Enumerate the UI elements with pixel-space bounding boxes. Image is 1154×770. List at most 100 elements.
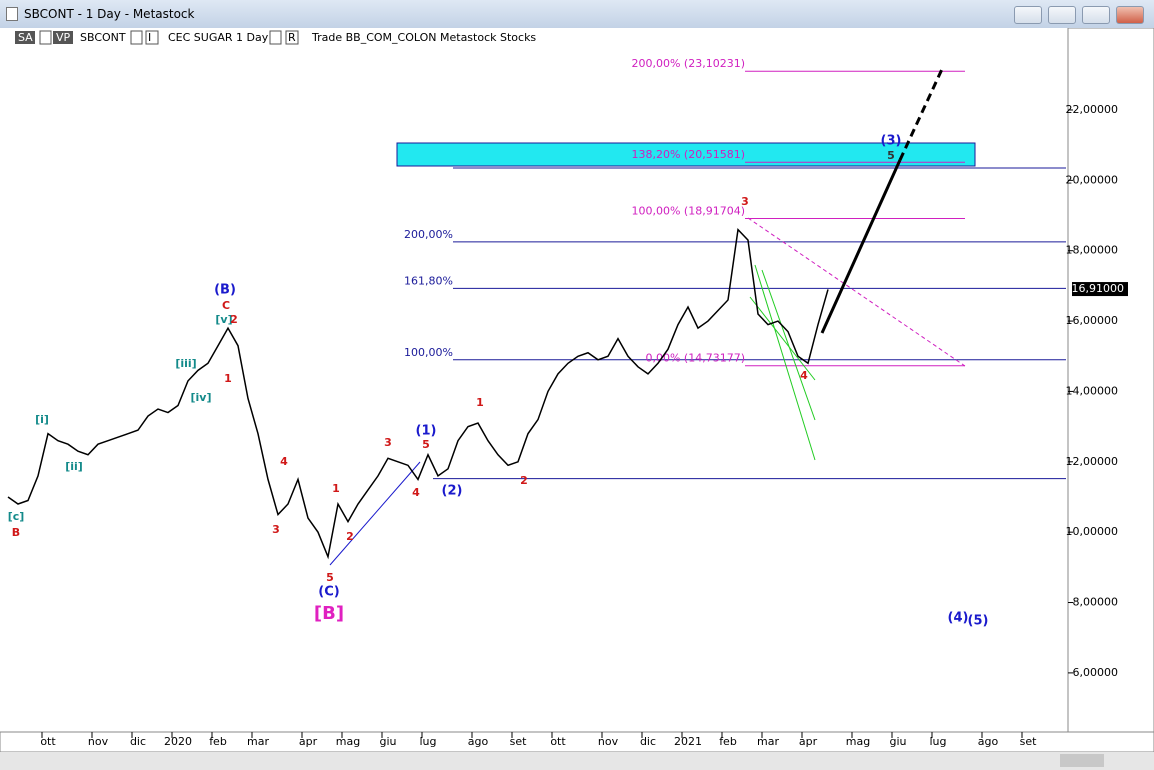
- y-tick-label: 18,00000: [1066, 244, 1119, 257]
- toolbar-button[interactable]: [53, 31, 73, 44]
- x-tick-label: dic: [130, 735, 146, 748]
- y-tick-label: 6,00000: [1073, 666, 1119, 679]
- toolbar-text: I: [148, 31, 151, 44]
- fib-projection-label: 100,00% (18,91704): [631, 204, 745, 217]
- fib-level-label: 161,80%: [404, 274, 453, 287]
- x-tick-label: ott: [40, 735, 56, 748]
- wave-label: (2): [442, 484, 463, 499]
- y-tick-label: 20,00000: [1066, 173, 1119, 186]
- target-zone: [396, 142, 976, 167]
- price-axis: [1067, 28, 1154, 733]
- wave-label: [iii]: [175, 357, 196, 370]
- x-tick-label: mar: [247, 735, 269, 748]
- maximize-button[interactable]: [1082, 6, 1110, 24]
- toolbar-button[interactable]: [15, 31, 35, 44]
- toolbar-dropdown[interactable]: [285, 30, 299, 45]
- x-tick-label: ago: [978, 735, 999, 748]
- wave-label: 5: [326, 571, 334, 584]
- x-tick-label: set: [1020, 735, 1037, 748]
- x-tick-label: nov: [598, 735, 619, 748]
- y-tick-label: 22,00000: [1066, 103, 1119, 116]
- x-tick-label: dic: [640, 735, 656, 748]
- x-tick-label: lug: [419, 735, 436, 748]
- x-tick-label: feb: [209, 735, 227, 748]
- dropdown-arrow[interactable]: [130, 30, 143, 45]
- wave-label: 4: [800, 369, 808, 382]
- x-tick-label: feb: [719, 735, 737, 748]
- wave-label: B: [12, 526, 20, 539]
- channel-line: [761, 269, 816, 421]
- close-button[interactable]: [1116, 6, 1144, 24]
- wave-label: [v]: [215, 313, 232, 326]
- projection-line: [820, 159, 902, 334]
- x-tick-label: giu: [889, 735, 906, 748]
- toolbar-dropdown[interactable]: [145, 30, 159, 45]
- wave-label: 2: [230, 313, 238, 326]
- wave-label: 1: [224, 372, 232, 385]
- wave-line: [329, 461, 421, 566]
- wave-label: (1): [416, 424, 437, 439]
- last-price-box: [1072, 282, 1128, 297]
- toolbar-text: R: [288, 31, 296, 44]
- fib-projection-label: 138,20% (20,51581): [631, 148, 745, 161]
- x-tick-label: apr: [299, 735, 318, 748]
- fib-level-label: 200,00%: [404, 228, 453, 241]
- chart-background: [0, 28, 1154, 770]
- toolbar-text: Trade BB_COM_COLON Metastock Stocks: [311, 31, 536, 44]
- chart: SA VP SBCONT I CEC SUGAR 1 Day R Trade BB_COM_…: [0, 28, 1154, 770]
- y-tick-label: 12,00000: [1066, 455, 1119, 468]
- window-icon: [6, 7, 18, 21]
- toolbar-text: SA: [18, 31, 33, 44]
- x-tick-label: 2021: [674, 735, 702, 748]
- fib-projection-label: 0,00% (14,73177): [645, 352, 745, 365]
- wave-label: [B]: [314, 603, 344, 624]
- x-tick-label: 2020: [164, 735, 192, 748]
- wave-label: 1: [332, 482, 340, 495]
- x-tick-label: mag: [336, 735, 360, 748]
- wave-label: 1: [476, 396, 484, 409]
- y-tick-label: 8,00000: [1073, 596, 1119, 609]
- trend-line: [747, 217, 966, 367]
- wave-label: [iv]: [191, 391, 212, 404]
- toolbar-text: SBCONT: [80, 31, 126, 44]
- wave-label: (3): [881, 134, 902, 149]
- scrollbar[interactable]: [0, 752, 1154, 770]
- wave-label: (5): [968, 614, 989, 629]
- fib-projection-label: 200,00% (23,10231): [631, 57, 745, 70]
- x-tick-label: lug: [929, 735, 946, 748]
- wave-label: 5: [422, 438, 430, 451]
- toolbar-text: VP: [56, 31, 71, 44]
- wave-label: (C): [318, 585, 339, 600]
- wave-label: 4: [412, 486, 420, 499]
- wave-label: 3: [384, 436, 392, 449]
- y-tick-label: 14,00000: [1066, 384, 1119, 397]
- x-tick-label: ago: [468, 735, 489, 748]
- wave-label: [ii]: [65, 460, 83, 473]
- wave-label: C: [222, 299, 230, 312]
- minimize-button[interactable]: [1048, 6, 1076, 24]
- title-bar: SBCONT - 1 Day - Metastock: [0, 0, 1154, 28]
- scroll-thumb[interactable]: [1060, 754, 1104, 767]
- wave-label: [c]: [8, 510, 25, 523]
- x-tick-label: giu: [379, 735, 396, 748]
- wave-label: (B): [214, 283, 236, 298]
- dropdown-arrow[interactable]: [269, 30, 282, 45]
- last-price-label: 16,91000: [1072, 282, 1125, 295]
- wave-label: 2: [346, 530, 354, 543]
- price-line: [7, 227, 829, 560]
- wave-label: (4): [948, 611, 969, 626]
- y-tick-label: 10,00000: [1066, 525, 1119, 538]
- restore-button[interactable]: [1014, 6, 1042, 24]
- wave-label: 2: [520, 474, 528, 487]
- dropdown-arrow[interactable]: [39, 30, 52, 45]
- x-tick-label: nov: [88, 735, 109, 748]
- window-title: SBCONT - 1 Day - Metastock: [24, 7, 195, 21]
- channel-line: [754, 264, 816, 461]
- x-tick-label: ott: [550, 735, 566, 748]
- toolbar-text: CEC SUGAR 1 Day: [168, 31, 269, 44]
- y-tick-label: 16,00000: [1066, 314, 1119, 327]
- fib-level-label: 100,00%: [404, 346, 453, 359]
- x-tick-label: set: [510, 735, 527, 748]
- x-tick-label: mar: [757, 735, 779, 748]
